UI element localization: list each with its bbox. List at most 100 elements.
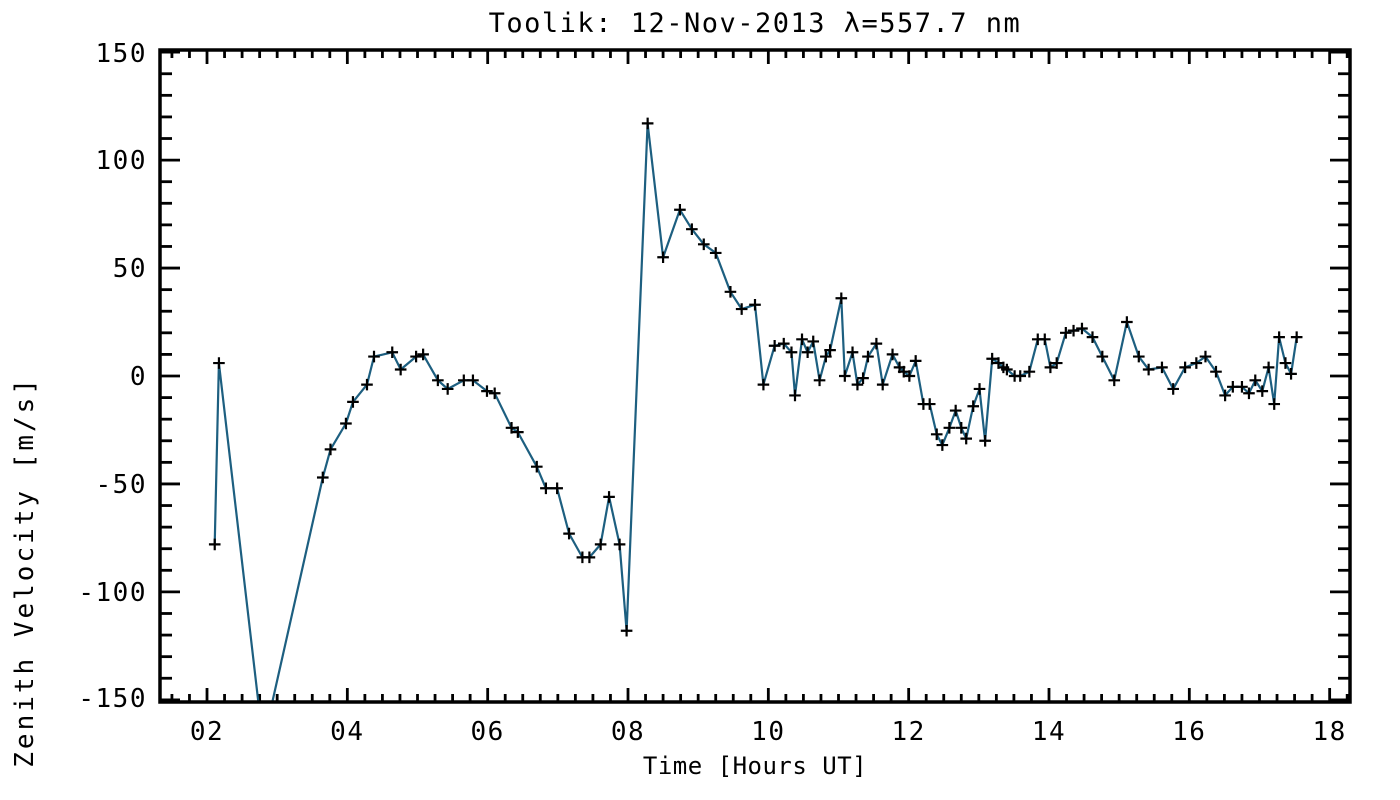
plus-marker (835, 292, 848, 305)
plus-marker (857, 372, 869, 384)
plus-marker (986, 352, 998, 365)
plus-marker (1190, 357, 1203, 369)
plus-marker (208, 538, 221, 551)
plus-marker (1236, 380, 1248, 393)
y-tick-label: 100 (96, 146, 147, 176)
x-tick-label: 12 (892, 717, 926, 747)
plus-marker (1086, 331, 1099, 343)
plus-marker (949, 404, 962, 417)
plus-marker (1210, 365, 1222, 378)
plus-marker (1268, 398, 1281, 410)
plus-marker (505, 422, 518, 434)
plus-marker (955, 422, 968, 434)
plus-marker (807, 335, 820, 348)
plus-marker (768, 339, 781, 352)
plus-marker (709, 247, 722, 259)
plus-marker (417, 348, 429, 361)
plus-marker (1199, 350, 1212, 363)
y-tick-label: 150 (96, 39, 147, 69)
y-tick-label: -50 (96, 470, 147, 500)
plot-frame (158, 48, 1352, 704)
plus-marker (813, 374, 826, 387)
y-axis-label-text: Zenith Velocity [m/s] (10, 375, 40, 768)
plus-marker (1001, 363, 1013, 376)
plus-marker (512, 426, 524, 438)
x-tick-label: 18 (1312, 717, 1346, 747)
plus-marker (824, 344, 836, 356)
plus-marker (1133, 350, 1145, 363)
plus-marker (789, 389, 801, 402)
x-tick-label: 14 (1032, 717, 1066, 747)
plus-marker (1219, 389, 1231, 402)
plus-marker (943, 422, 956, 434)
plus-marker (1076, 322, 1088, 335)
plus-marker (347, 396, 359, 408)
plus-marker (846, 346, 859, 359)
plus-marker (613, 538, 626, 551)
x-tick-label: 06 (471, 717, 505, 747)
plus-marker (340, 417, 352, 430)
plus-marker (540, 482, 552, 495)
plus-marker (551, 482, 563, 495)
tick-labels: 02 04 06 08 10 12 14 16 18 -150 -100 -50 0 50 100 150 (78, 39, 1346, 747)
plus-marker (801, 346, 814, 359)
plus-marker (1249, 374, 1262, 387)
plus-marker (923, 398, 936, 410)
plus-marker (1179, 361, 1191, 374)
plus-marker (316, 471, 329, 484)
plus-marker (368, 350, 380, 363)
plus-marker (441, 383, 454, 395)
plus-marker (1279, 357, 1292, 369)
plus-marker (1044, 361, 1057, 374)
plus-marker (820, 350, 832, 363)
plus-marker (796, 333, 808, 346)
y-tick-label: -100 (78, 578, 147, 608)
x-axis-label: Time [Hours UT] (642, 752, 868, 780)
plus-marker (481, 385, 493, 397)
plus-marker (967, 400, 980, 413)
plus-marker (697, 238, 710, 251)
plus-marker (960, 432, 972, 445)
plus-marker (324, 443, 337, 456)
plus-marker (213, 357, 225, 369)
plus-marker (903, 370, 916, 382)
plus-marker (1156, 361, 1168, 374)
series-markers-zenith-velocity (208, 117, 1303, 749)
plus-marker (1067, 324, 1080, 337)
plus-marker (620, 624, 633, 637)
chart-title: Toolik: 12-Nov-2013 λ=557.7 nm (488, 8, 1022, 39)
plus-marker (749, 298, 761, 311)
plus-marker (686, 223, 698, 235)
plus-marker (257, 737, 269, 749)
series-line-zenith-velocity (213, 122, 1298, 702)
y-tick-label: 0 (130, 362, 147, 392)
plus-marker (530, 460, 543, 473)
plus-marker (876, 378, 889, 391)
plus-marker (641, 117, 654, 130)
plus-marker (1023, 365, 1036, 378)
plus-marker (757, 378, 770, 391)
axis-ticks (160, 50, 1350, 702)
plus-marker (1096, 350, 1109, 363)
plus-marker (862, 350, 874, 363)
plus-marker (735, 303, 748, 315)
plus-marker (1050, 357, 1063, 369)
plus-marker (1108, 374, 1121, 387)
plus-marker (583, 551, 596, 564)
plus-marker (785, 346, 798, 359)
plus-marker (386, 346, 399, 359)
plus-marker (432, 374, 444, 387)
y-tick-label: -150 (78, 684, 147, 714)
plus-marker (851, 378, 864, 391)
plus-marker (886, 348, 899, 361)
plus-marker (930, 428, 943, 441)
x-tick-label: 08 (611, 717, 645, 747)
x-tick-label: 10 (751, 717, 785, 747)
plus-marker (1243, 387, 1255, 400)
plus-marker (870, 337, 883, 350)
plus-marker (909, 355, 922, 367)
plus-marker (1290, 331, 1303, 343)
data-layer (208, 117, 1303, 749)
